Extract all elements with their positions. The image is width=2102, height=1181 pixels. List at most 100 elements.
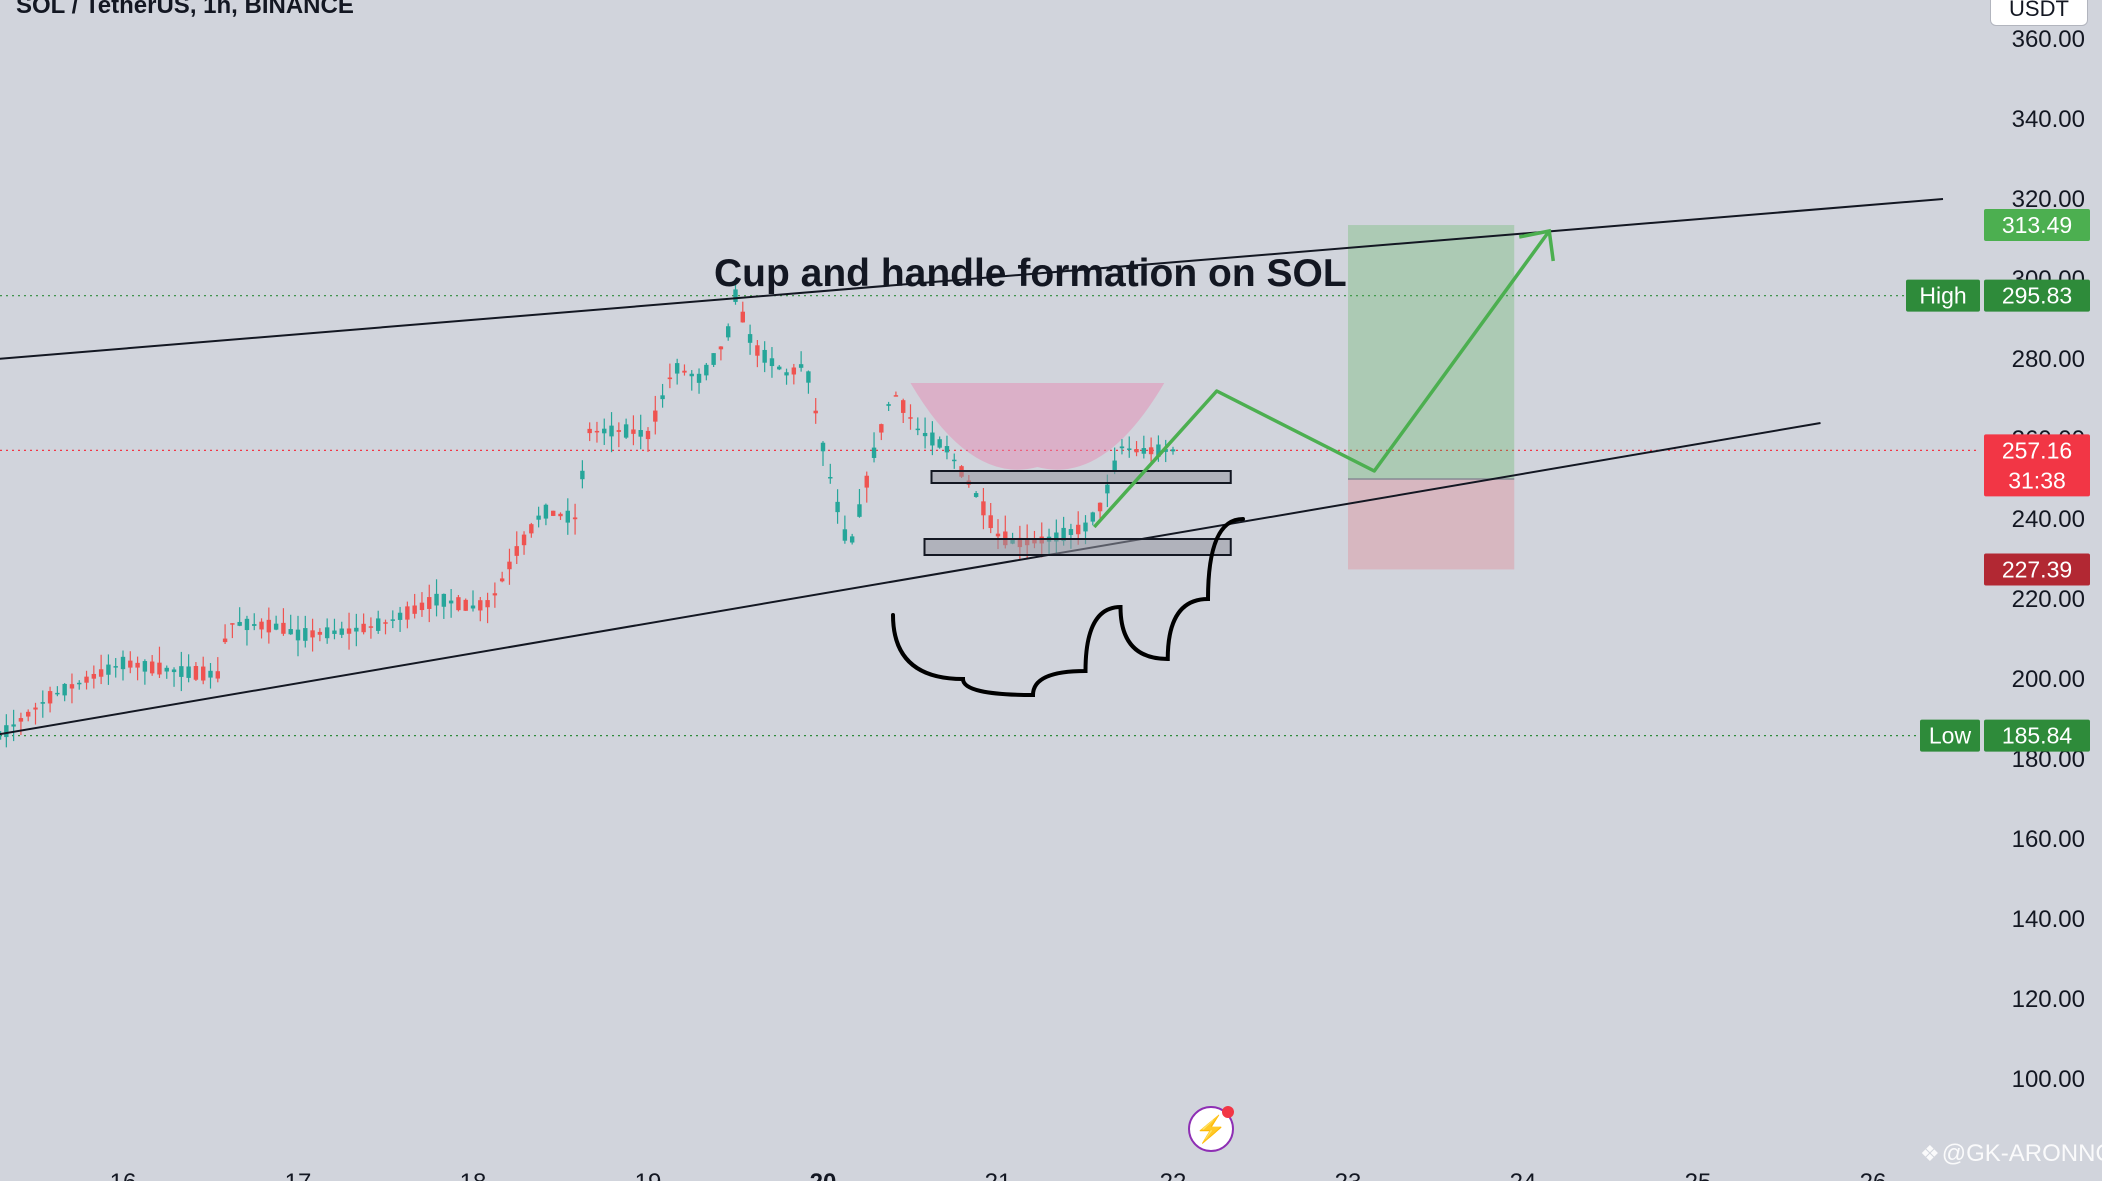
candle-up xyxy=(303,615,308,648)
candle-body xyxy=(835,501,840,513)
candle-body xyxy=(806,371,811,383)
candle-body xyxy=(361,623,366,633)
candle-up xyxy=(842,515,848,544)
lightning-icon[interactable]: ⚡ xyxy=(1188,1106,1234,1152)
y-tick-label: 280.00 xyxy=(2012,346,2085,373)
candle-body xyxy=(609,425,614,437)
candle-up xyxy=(332,618,337,640)
candle-body xyxy=(376,618,381,631)
candle-body xyxy=(981,501,986,516)
candle-body xyxy=(879,424,884,433)
projection-path xyxy=(1092,229,1551,529)
candle-body xyxy=(1097,502,1103,512)
low-tag: 185.84 Low xyxy=(1920,719,2090,752)
candle-body xyxy=(215,671,220,679)
candle-body xyxy=(332,630,337,634)
candle-body xyxy=(259,621,264,630)
y-tick-label: 200.00 xyxy=(2012,666,2085,693)
candle-body xyxy=(769,358,775,367)
candle-body xyxy=(448,600,454,604)
candle-body xyxy=(33,707,38,710)
candle-body xyxy=(973,493,979,497)
y-tick-label: 120.00 xyxy=(2012,986,2085,1013)
candle-body xyxy=(937,439,942,448)
candle-body xyxy=(244,618,250,631)
candle-up xyxy=(820,441,826,466)
price-axis: 100.00120.00140.00160.00180.00200.00220.… xyxy=(2012,26,2085,1093)
candle-body xyxy=(901,400,906,413)
candle-body xyxy=(543,504,549,519)
y-tick-label: 240.00 xyxy=(2012,506,2085,533)
candle-down xyxy=(317,628,323,642)
candle-up xyxy=(733,278,738,305)
y-tick-label: 340.00 xyxy=(2012,106,2085,133)
candle-down xyxy=(492,582,498,608)
candle-body xyxy=(813,410,818,414)
candle-down xyxy=(478,596,483,622)
x-tick-label: 21 xyxy=(985,1169,1012,1181)
target-price-tag-value: 313.49 xyxy=(2002,212,2072,238)
candle-up xyxy=(339,621,344,638)
symbol-title[interactable]: SOL / TetherUS, 1h, BINANCE xyxy=(16,0,354,19)
candle-up xyxy=(4,714,9,748)
candle-up xyxy=(674,358,680,385)
candle-down xyxy=(135,656,140,681)
candle-up xyxy=(660,383,665,408)
candle-down xyxy=(988,502,993,534)
candle-body xyxy=(273,623,279,630)
candle-up xyxy=(543,503,549,526)
binance-logo-icon: ❖ xyxy=(1920,1141,1940,1166)
candle-down xyxy=(98,654,104,685)
candle-body xyxy=(84,676,89,683)
cup-sketch xyxy=(891,517,1245,698)
high-tag-box xyxy=(1984,279,2090,312)
x-tick-label: 26 xyxy=(1860,1169,1887,1181)
x-tick-label: 23 xyxy=(1335,1169,1362,1181)
candle-body xyxy=(995,533,1001,537)
candle-down xyxy=(201,656,206,685)
current-price-value: 257.16 xyxy=(2002,437,2072,463)
candle-down xyxy=(879,423,884,441)
candle-up xyxy=(922,417,928,449)
candle-body xyxy=(77,682,82,685)
candle-body xyxy=(930,432,935,446)
candle-down xyxy=(281,608,286,636)
candle-body xyxy=(820,442,826,452)
candle-body xyxy=(113,666,118,668)
candle-body xyxy=(864,475,869,488)
candle-down xyxy=(485,592,490,624)
candle-body xyxy=(303,628,308,641)
candle-up xyxy=(62,683,67,702)
candle-body xyxy=(11,724,16,727)
candle-body xyxy=(726,326,731,338)
candle-body xyxy=(106,664,111,675)
candle-down xyxy=(193,662,199,681)
candle-body xyxy=(142,661,148,672)
x-tick-label: 17 xyxy=(285,1169,312,1181)
candle-body xyxy=(1083,522,1088,532)
time-axis: 16 17 18 19 20 21 22 23 24 25 26 xyxy=(110,1169,1887,1181)
candle-down xyxy=(157,646,162,678)
candle-down xyxy=(499,571,505,583)
y-tick-label: 140.00 xyxy=(2012,906,2085,933)
candle-body xyxy=(441,593,447,607)
candle-body xyxy=(536,515,541,520)
candle-body xyxy=(171,669,177,673)
candle-up xyxy=(1119,439,1125,455)
candle-up xyxy=(179,651,184,692)
candle-body xyxy=(747,334,753,343)
candle-body xyxy=(740,311,745,323)
projection-arrowhead xyxy=(1518,228,1555,262)
candle-body xyxy=(565,510,570,523)
candle-up xyxy=(952,453,957,469)
candle-up xyxy=(120,650,126,681)
candle-down xyxy=(368,617,374,639)
currency-button[interactable]: USDT xyxy=(1990,0,2088,26)
x-tick-label: 22 xyxy=(1160,1169,1187,1181)
candle-up xyxy=(142,659,148,685)
candle-body xyxy=(434,593,439,606)
candle-body xyxy=(631,429,636,434)
candle-body xyxy=(157,662,162,675)
candle-body xyxy=(704,364,709,376)
